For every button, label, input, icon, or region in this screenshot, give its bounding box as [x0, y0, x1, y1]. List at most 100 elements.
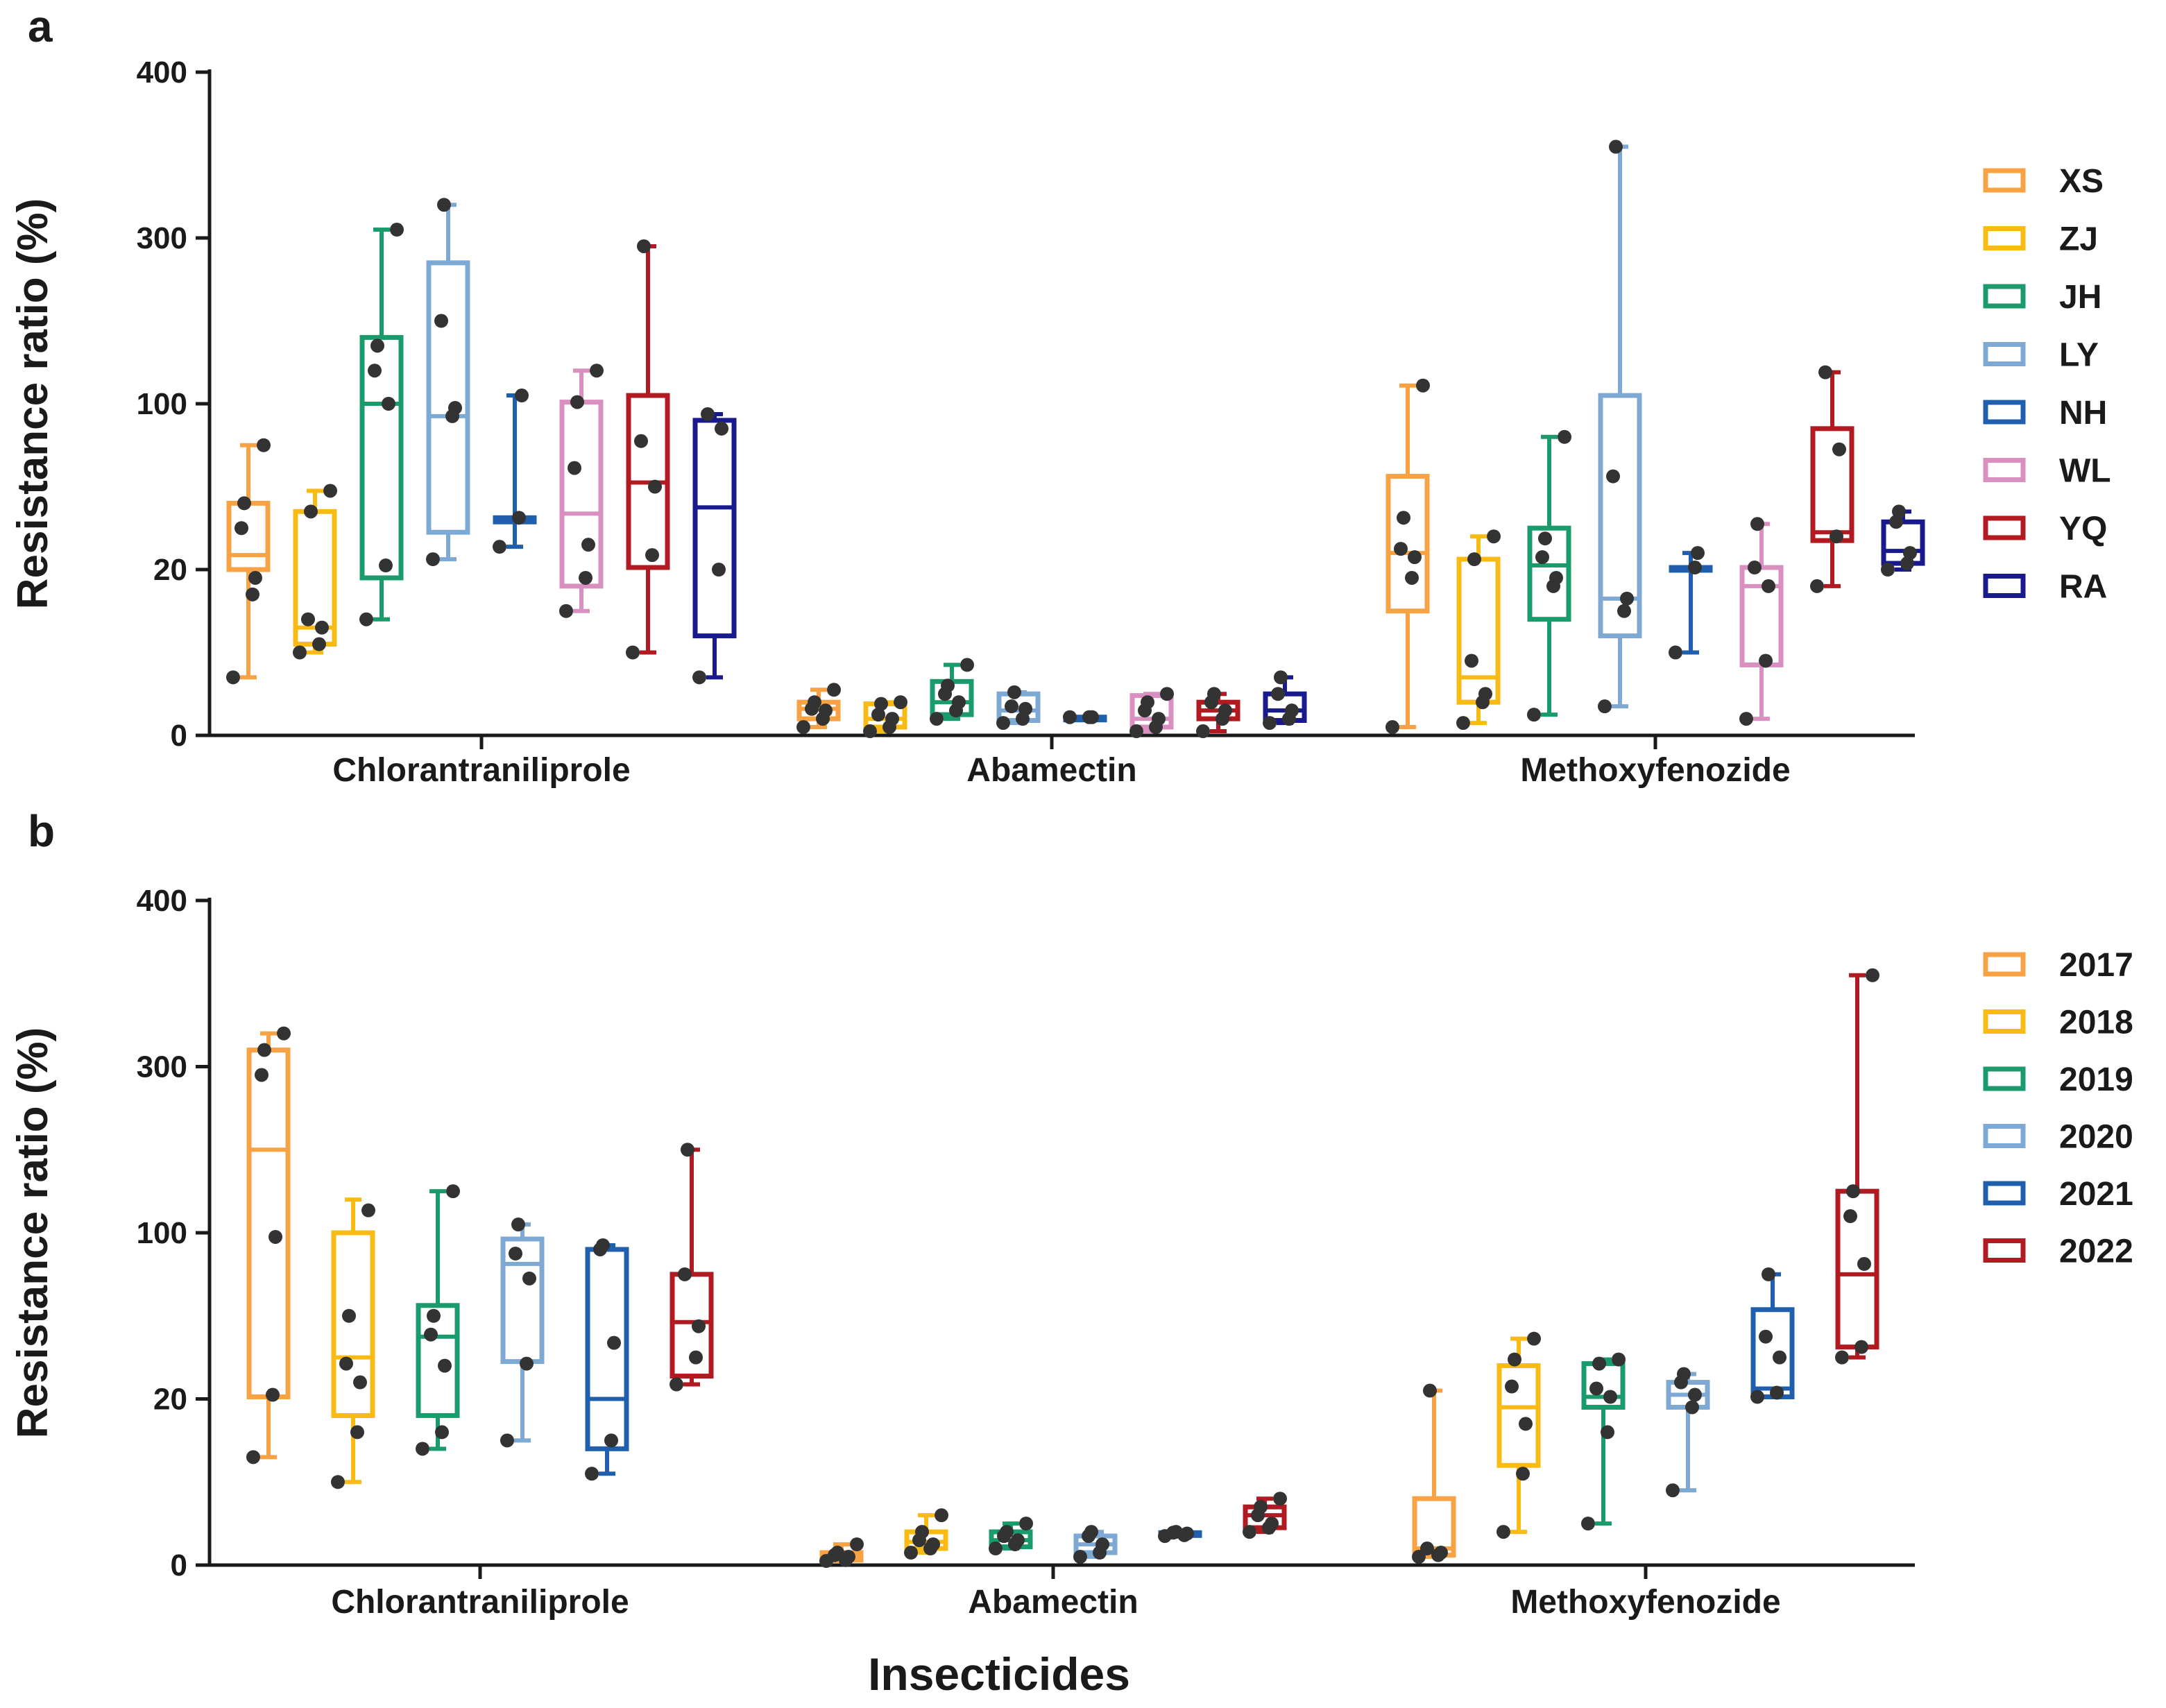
box [1739, 565, 1784, 667]
data-point [581, 538, 595, 552]
box-group [331, 1197, 375, 1489]
data-point [1423, 1383, 1437, 1398]
data-point [1601, 1425, 1614, 1440]
data-point [634, 434, 648, 448]
legend-label: 2020 [2059, 1119, 2133, 1156]
data-point [596, 1238, 610, 1252]
box [331, 1230, 375, 1418]
data-point [952, 695, 966, 710]
y-tick-label: 100 [137, 387, 187, 421]
data-point [268, 1229, 282, 1244]
legend-swatch [1983, 458, 2026, 482]
data-point [424, 1327, 438, 1342]
legend-label: 2017 [2059, 947, 2133, 984]
data-point [1818, 365, 1832, 379]
y-axis-title: Resistance ratio (%) [9, 1027, 57, 1439]
y-tick-label: 400 [137, 884, 187, 918]
data-point [1397, 511, 1410, 525]
box-group [1412, 1383, 1456, 1564]
legend-swatch [1983, 1009, 2026, 1034]
data-point [1598, 699, 1612, 714]
y-tick-label: 400 [137, 55, 187, 89]
y-tick-label: 0 [171, 1548, 187, 1582]
y-tick-label: 0 [171, 719, 187, 753]
box-group [1456, 529, 1501, 731]
data-point [689, 1350, 703, 1365]
data-point [1677, 1367, 1691, 1381]
data-point [1274, 670, 1288, 685]
data-point [1467, 552, 1481, 567]
box-group [426, 198, 470, 567]
data-point [637, 239, 651, 253]
box-group [1598, 139, 1642, 714]
data-point [226, 670, 240, 685]
legend-label: NH [2059, 395, 2107, 432]
box [1496, 1363, 1541, 1468]
legend-label: 2019 [2059, 1061, 2133, 1098]
data-point [1832, 442, 1846, 456]
data-point [1085, 710, 1099, 724]
legend-swatch [1983, 168, 2026, 193]
data-point [808, 695, 821, 710]
box [559, 400, 604, 589]
data-point [819, 703, 833, 718]
data-point [579, 570, 592, 585]
box-group [1496, 1331, 1541, 1539]
data-point [926, 1537, 940, 1552]
data-point [1160, 687, 1174, 701]
data-point [500, 1433, 514, 1448]
data-point [246, 1450, 260, 1464]
legend-swatch [1983, 342, 2026, 366]
data-point [607, 1335, 621, 1350]
data-point [1420, 1542, 1434, 1556]
data-point [1073, 1550, 1087, 1564]
data-point [293, 645, 307, 660]
box [246, 1048, 291, 1400]
data-point [1881, 563, 1895, 577]
box-group [989, 1517, 1033, 1556]
data-point [670, 1377, 683, 1392]
box-group [1881, 504, 1925, 577]
data-point [1218, 703, 1232, 718]
box-group [1129, 687, 1174, 739]
box [1385, 474, 1430, 614]
data-point [446, 1184, 460, 1199]
legend-swatch [1983, 1238, 2026, 1263]
data-point [257, 1043, 271, 1057]
data-point [871, 708, 885, 722]
data-point [1835, 1350, 1849, 1365]
panel-letter: a [28, 1, 53, 51]
panel-a: a Resistance ratio (%) 0 20 100 300 400 Chloran… [9, 1, 2111, 789]
data-point [1084, 1525, 1098, 1539]
data-point [1095, 1537, 1109, 1552]
box-group [819, 1537, 864, 1569]
data-point [960, 658, 974, 672]
data-point [520, 1356, 534, 1371]
box-group [1527, 429, 1571, 722]
data-point [1739, 712, 1753, 726]
data-point [1434, 1546, 1448, 1560]
data-point [604, 1433, 618, 1448]
data-point [681, 1143, 694, 1157]
data-point [315, 620, 329, 635]
data-point [390, 223, 404, 237]
data-point [511, 1218, 525, 1232]
data-point [304, 504, 318, 519]
data-point [257, 438, 271, 452]
data-point [1770, 1385, 1784, 1400]
legend-label: ZJ [2059, 221, 2098, 258]
data-point [1152, 712, 1166, 726]
data-point [277, 1026, 291, 1041]
data-point [368, 364, 382, 378]
data-point [255, 1068, 268, 1082]
data-point [1866, 968, 1879, 982]
x-tick-label: Chlorantraniliprole [331, 1584, 629, 1621]
data-point [1243, 1525, 1256, 1539]
data-point [1762, 1267, 1775, 1281]
legend-swatch [1983, 1181, 2026, 1206]
panel-b: b Resistance ratio (%) 0 20 100 300 400 Chloran… [9, 806, 2133, 1621]
data-point [1592, 1356, 1606, 1371]
data-point [1265, 1517, 1279, 1531]
legend-label: RA [2059, 569, 2107, 606]
